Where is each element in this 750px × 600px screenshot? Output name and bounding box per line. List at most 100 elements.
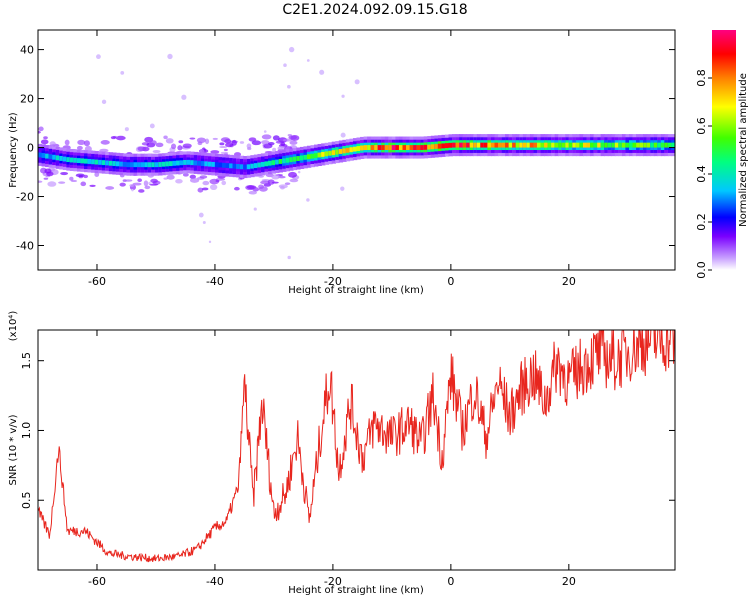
spectrogram-cell [360,145,365,151]
spectrogram-cell [154,162,160,168]
spectrogram-x-tick-label: -40 [206,275,224,288]
spectrogram-cell [151,162,156,168]
spectrogram-speckle [58,181,66,184]
spectrogram-speckle [150,178,158,184]
spectrogram-cell [522,142,528,148]
spectrogram-cell [452,142,457,148]
spectrogram-speckle [204,138,210,145]
spectrogram-cell [367,145,372,150]
spectrogram-cell [296,156,301,161]
spectrogram-speckle [70,179,78,183]
spectrogram-outlier [306,59,310,62]
spectrogram-speckle [219,145,228,149]
spectrogram-cell [643,142,648,148]
spectrogram-cell [282,158,287,164]
spectrogram-cell [512,142,517,148]
spectrogram-speckle [220,137,230,143]
spectrogram-speckle [105,186,115,190]
spectrogram-outlier [167,53,173,60]
spectrogram-cell [398,145,404,150]
spectrogram-outlier [253,207,257,211]
spectrogram-speckle [289,178,299,183]
spectrogram-outlier [354,79,360,85]
spectrogram-cell [338,149,344,154]
spectrogram-cell [657,142,662,148]
spectrogram-y-tick-label: -20 [16,191,34,204]
spectrogram-cell [73,157,78,163]
spectrogram-cell [490,142,496,148]
spectrogram-cell [335,149,340,155]
spectrogram-x-tick-label: -20 [324,275,342,288]
spectrogram-speckle [239,141,245,144]
spectrogram-cell [222,162,227,168]
spectrogram-cell [420,145,425,150]
spectrogram-cell [108,160,114,166]
spectrogram-cell [140,162,145,168]
spectrogram-cell [374,145,379,150]
colorbar-tick-label: 0.4 [695,165,708,183]
spectrogram-cell [115,161,121,167]
spectrogram-cell [328,150,333,156]
spectrogram-speckle [288,171,297,178]
spectrogram-speckle [260,180,271,185]
spectrogram-cell [558,142,563,148]
spectrogram-cell [533,142,538,148]
spectrogram-outlier [340,186,345,191]
snr-x-tick-label: -60 [88,575,106,588]
spectrogram-speckle [163,177,168,180]
spectrogram-cell [289,157,294,163]
spectrogram-cell [565,142,570,148]
spectrogram-speckle [40,139,49,145]
spectrogram-cell [646,142,652,148]
spectrogram-cell [526,142,531,148]
spectrogram-cell [62,156,68,162]
spectrogram-speckle [83,174,89,179]
spectrogram-cell [554,142,560,148]
spectrogram-cell [218,162,223,168]
spectrogram-speckle [288,135,298,140]
spectrogram-cell [168,161,174,167]
spectrogram-speckle [152,149,161,154]
spectrogram-cell [409,145,414,150]
spectrogram-cell [388,145,393,150]
spectrogram-speckle [119,182,126,187]
spectrogram-cell [122,161,128,167]
spectrogram-speckle [277,145,286,152]
spectrogram-cell [161,161,167,167]
spectrogram-outlier [131,188,134,192]
spectrogram-cell [105,160,110,166]
spectrogram-speckle [64,139,70,146]
spectrogram-y-tick-label: 0 [27,142,34,155]
spectrogram-cell [667,142,673,148]
spectrogram-speckle [137,178,142,183]
spectrogram-y-label: Frequency (Hz) [8,112,19,188]
spectrogram-cell [101,160,107,166]
colorbar-label: Normalized spectral amplitude [738,73,749,227]
spectrogram-cell [536,142,542,148]
spectrogram-cell [434,144,439,149]
spectrogram-cell [650,142,655,148]
spectrogram-cell [381,145,386,150]
spectrogram-speckle [202,180,210,186]
spectrogram-speckle [100,140,110,145]
spectrogram-speckle [267,179,275,185]
spectrogram-speckle [115,135,126,141]
spectrogram-cell [324,151,329,157]
spectrogram-cell [590,142,595,148]
spectrogram-outlier [287,84,291,89]
spectrogram-speckle [278,184,288,189]
spectrogram-speckle [76,145,83,151]
spectrogram-cell [621,142,627,148]
spectrogram-outlier [340,132,346,138]
spectrogram-speckle [38,130,41,134]
spectrogram-cell [257,162,262,168]
spectrogram-speckle [43,136,48,140]
spectrogram-frame [37,29,676,271]
snr-x-tick-label: -40 [206,575,224,588]
snr-x-tick-label: 20 [562,575,576,588]
spectrogram-speckle [215,179,220,183]
spectrogram-cell [292,156,298,162]
spectrogram-outlier [149,123,155,129]
spectrogram-cell [416,145,421,150]
spectrogram-cell [253,163,259,169]
